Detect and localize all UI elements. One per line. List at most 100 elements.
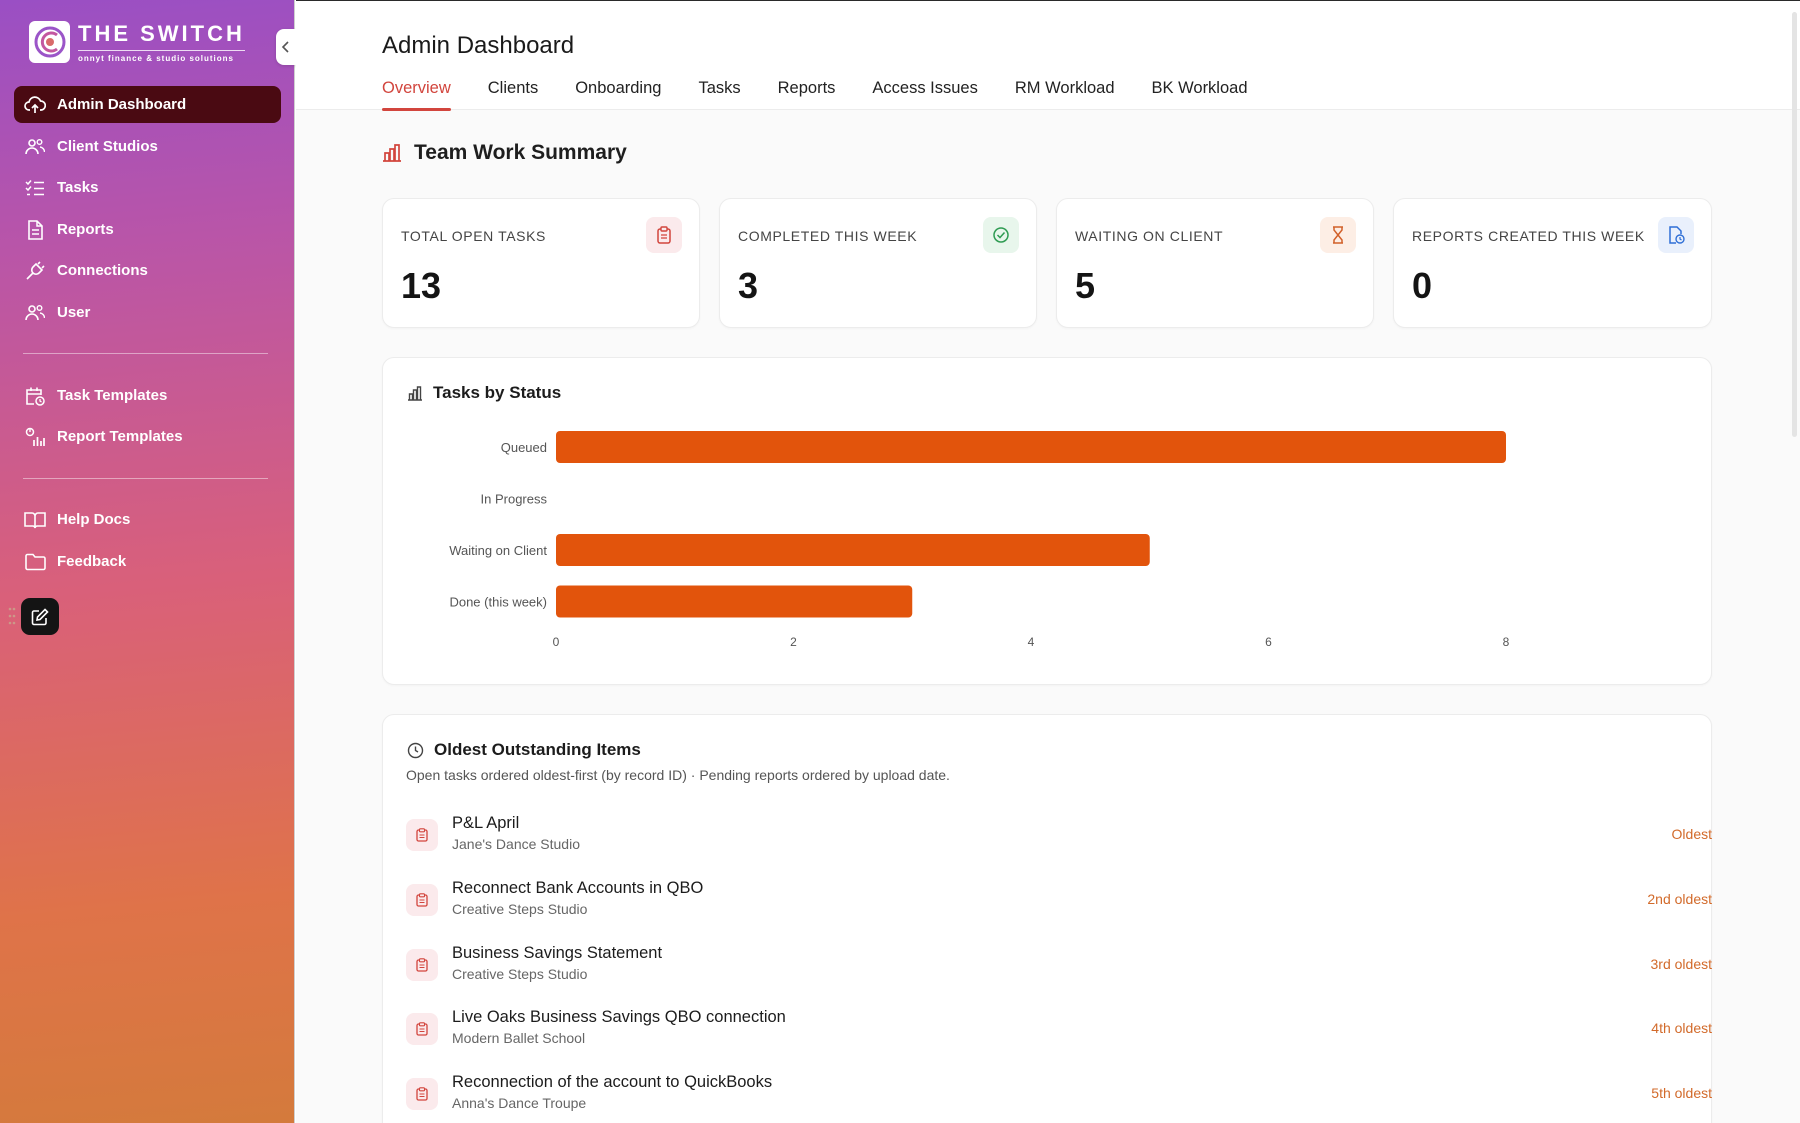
category-label: In Progress <box>481 492 548 507</box>
item-studio: Modern Ballet School <box>452 1030 586 1046</box>
sidebar-item-label: Task Templates <box>57 387 168 404</box>
chart-title: Tasks by Status <box>407 383 561 403</box>
bar[interactable] <box>556 431 1506 463</box>
clipboard-icon <box>646 217 682 253</box>
list-item[interactable]: Reconnection of the account to QuickBook… <box>406 1070 1712 1118</box>
logo-icon <box>29 21 70 63</box>
list-item[interactable]: Business Savings Statement Creative Step… <box>406 941 1712 989</box>
brand-logo[interactable]: THE SWITCH onnyt finance & studio soluti… <box>29 21 267 63</box>
sidebar-item-client-studios[interactable]: Client Studios <box>14 128 281 165</box>
x-tick-label: 0 <box>553 635 560 649</box>
list-item[interactable]: Reconnect Bank Accounts in QBO Creative … <box>406 876 1712 924</box>
clipboard-icon <box>406 1013 438 1045</box>
oldest-items-card: Oldest Outstanding Items Open tasks orde… <box>382 714 1712 1123</box>
category-label: Done (this week) <box>449 595 547 610</box>
stat-label: WAITING ON CLIENT <box>1075 228 1224 244</box>
sidebar-item-connections[interactable]: Connections <box>14 252 281 289</box>
sidebar-item-tasks[interactable]: Tasks <box>14 169 281 206</box>
sidebar-item-report-templates[interactable]: Report Templates <box>14 418 281 455</box>
stat-label: COMPLETED THIS WEEK <box>738 228 918 244</box>
sidebar-item-label: Client Studios <box>57 138 158 155</box>
item-age-badge: 4th oldest <box>1651 1020 1712 1036</box>
tab-reports[interactable]: Reports <box>777 79 836 97</box>
category-label: Queued <box>501 440 547 455</box>
x-tick-label: 4 <box>1028 635 1035 649</box>
bar-chart-icon <box>407 385 423 401</box>
file-text-icon <box>24 219 46 241</box>
item-title: Reconnect Bank Accounts in QBO <box>452 879 704 897</box>
tab-overview[interactable]: Overview <box>382 79 451 111</box>
collapse-sidebar-button[interactable] <box>276 29 296 65</box>
clock-icon <box>407 742 424 759</box>
page-title: Admin Dashboard <box>382 32 575 59</box>
cloud-upload-icon <box>24 94 46 116</box>
tab-rm-workload[interactable]: RM Workload <box>1014 79 1115 97</box>
tab-onboarding[interactable]: Onboarding <box>575 79 662 97</box>
clipboard-icon <box>406 1078 438 1110</box>
sidebar-item-label: Admin Dashboard <box>57 96 187 113</box>
check-circle-icon <box>983 217 1019 253</box>
stat-label: REPORTS CREATED THIS WEEK <box>1412 228 1645 244</box>
sidebar-item-task-templates[interactable]: Task Templates <box>14 377 281 414</box>
oldest-items-subtitle: Open tasks ordered oldest-first (by reco… <box>406 767 950 783</box>
bar[interactable] <box>556 534 1150 566</box>
users-icon <box>24 136 46 158</box>
sidebar-item-admin-dashboard[interactable]: Admin Dashboard <box>14 86 281 123</box>
sidebar-divider <box>23 478 268 479</box>
stat-value: 5 <box>1075 265 1096 306</box>
edit-button[interactable] <box>21 598 59 635</box>
item-studio: Jane's Dance Studio <box>452 836 580 852</box>
sidebar-item-label: Tasks <box>57 179 99 196</box>
section-title: Team Work Summary <box>382 141 627 165</box>
item-title: Business Savings Statement <box>452 944 663 962</box>
bar[interactable] <box>556 585 913 618</box>
section-title-text: Team Work Summary <box>414 141 627 164</box>
brand-subtitle: onnyt finance & studio solutions <box>78 49 245 63</box>
main-content: Admin Dashboard Overview Clients Onboard… <box>296 0 1800 1123</box>
list-item[interactable]: Live Oaks Business Savings QBO connectio… <box>406 1005 1712 1053</box>
sidebar-item-label: Report Templates <box>57 428 183 445</box>
sidebar-item-user[interactable]: User <box>14 294 281 331</box>
tab-access-issues[interactable]: Access Issues <box>872 79 978 97</box>
stat-card-completed: COMPLETED THIS WEEK 3 <box>719 198 1037 328</box>
tab-tasks[interactable]: Tasks <box>698 79 741 97</box>
stat-value: 13 <box>401 265 442 306</box>
stat-value: 3 <box>738 265 759 306</box>
x-tick-label: 6 <box>1265 635 1272 649</box>
item-age-badge: 5th oldest <box>1651 1085 1712 1101</box>
page-header: Admin Dashboard Overview Clients Onboard… <box>296 0 1800 111</box>
tasks-by-status-chart: Queued In Progress Waiting on Client Done (… <box>449 431 1510 649</box>
chart-report-icon <box>24 426 46 448</box>
stat-card-reports-created: REPORTS CREATED THIS WEEK 0 <box>1393 198 1712 328</box>
list-item[interactable]: P&L April Jane's Dance Studio Oldest <box>406 811 1712 859</box>
stat-card-open-tasks: TOTAL OPEN TASKS 13 <box>382 198 700 328</box>
tab-clients[interactable]: Clients <box>487 79 539 97</box>
scrollbar[interactable] <box>1792 12 1797 437</box>
clipboard-icon <box>406 884 438 916</box>
item-title: Live Oaks Business Savings QBO connectio… <box>452 1008 786 1026</box>
item-studio: Creative Steps Studio <box>452 966 588 982</box>
chart-card-tasks-by-status: Tasks by Status Queued In Progress Waiting… <box>382 357 1712 685</box>
oldest-items-title-text: Oldest Outstanding Items <box>434 740 641 759</box>
sidebar-item-help-docs[interactable]: Help Docs <box>14 501 281 538</box>
sidebar-item-label: Feedback <box>57 553 127 570</box>
drag-handle-icon[interactable] <box>8 607 16 625</box>
item-studio: Anna's Dance Troupe <box>452 1095 587 1111</box>
list-check-icon <box>24 177 46 199</box>
category-label: Waiting on Client <box>449 543 547 558</box>
users-icon <box>24 302 46 324</box>
sidebar-item-feedback[interactable]: Feedback <box>14 543 281 580</box>
chevron-left-icon <box>281 41 289 53</box>
sidebar: THE SWITCH onnyt finance & studio soluti… <box>0 0 296 1123</box>
x-tick-label: 2 <box>790 635 797 649</box>
sidebar-divider <box>23 353 268 354</box>
oldest-items-title: Oldest Outstanding Items <box>407 740 641 760</box>
stat-value: 0 <box>1412 265 1433 306</box>
calendar-clock-icon <box>24 385 46 407</box>
tab-bk-workload[interactable]: BK Workload <box>1151 79 1248 97</box>
tab-bar: Overview Clients Onboarding Tasks Report… <box>382 79 1285 111</box>
chart-title-text: Tasks by Status <box>433 383 562 402</box>
bar-chart-icon <box>382 144 402 162</box>
sidebar-item-reports[interactable]: Reports <box>14 211 281 248</box>
sidebar-item-label: Reports <box>57 221 114 238</box>
